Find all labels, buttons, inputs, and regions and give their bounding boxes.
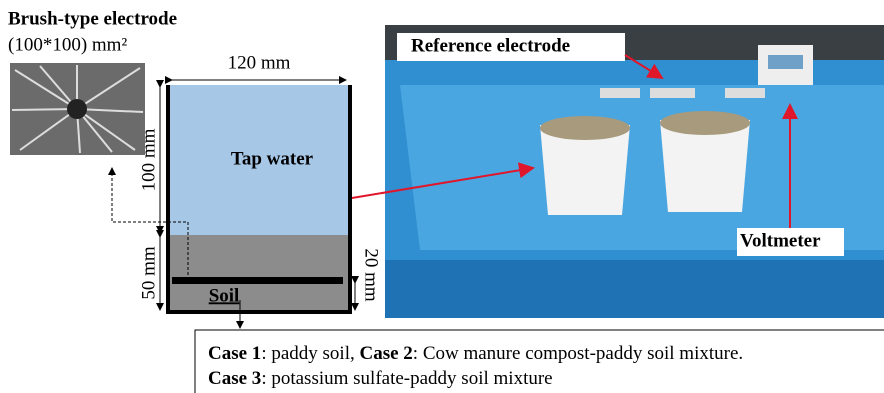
brush-size: (100*100) mm² <box>8 34 127 55</box>
soil-layer <box>168 235 350 312</box>
water-label: Tap water <box>231 148 314 169</box>
case-name: Case 3 <box>208 368 261 389</box>
case-text: : Cow manure compost-paddy soil mixture. <box>413 343 743 364</box>
case-name: Case 2 <box>359 343 412 364</box>
case-text: : potassium sulfate-paddy soil mixture <box>261 368 552 389</box>
electrode <box>172 277 343 284</box>
electrode-height-label: 20 mm <box>361 248 382 302</box>
experiment-photo <box>385 25 884 318</box>
voltmeter-label: Voltmeter <box>740 230 821 251</box>
reference-label: Reference electrode <box>411 35 570 56</box>
figure: Brush-type electrode (100*100) mm² Tap w… <box>0 0 884 393</box>
case-line: Case 3: potassium sulfate-paddy soil mix… <box>208 368 553 389</box>
brush-title: Brush-type electrode <box>8 8 177 29</box>
case-name: Case 1 <box>208 343 261 364</box>
width-label: 120 mm <box>228 52 291 73</box>
brush-photo <box>10 63 145 155</box>
soil-height-label: 50 mm <box>138 246 159 300</box>
water-height-label: 100 mm <box>138 128 159 191</box>
case-text: : paddy soil, <box>261 343 359 364</box>
case-line: Case 1: paddy soil, Case 2: Cow manure c… <box>208 343 743 364</box>
soil-label: Soil <box>209 285 240 306</box>
